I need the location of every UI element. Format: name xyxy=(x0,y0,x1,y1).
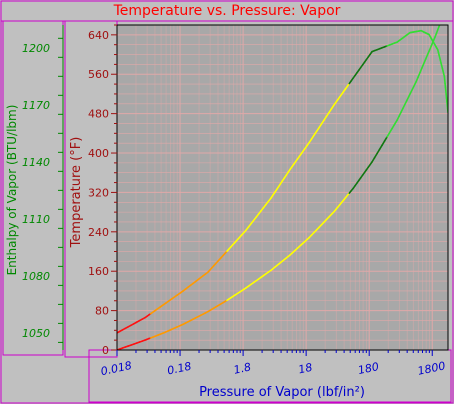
temperature-curve-segment xyxy=(378,144,383,151)
x-tick-label: 1800 xyxy=(416,359,446,378)
y2-tick-label: 1080 xyxy=(22,270,50,283)
temperature-curve-segment xyxy=(443,13,444,16)
y2-tick-label: 1110 xyxy=(22,213,50,226)
y2-axis-label: Enthalpy of Vapor (BTU/lbm) xyxy=(5,105,19,276)
enthalpy-axis: 1050 1080 1110 1140 1170 1200 xyxy=(22,25,64,350)
temperature-curve-segment xyxy=(391,123,396,130)
enthalpy-curve xyxy=(117,29,448,334)
y2-tick-label: 1200 xyxy=(22,42,50,55)
temperature-curve-segment xyxy=(444,10,445,13)
temperature-curve-segment xyxy=(419,67,423,74)
y-tick-label: 640 xyxy=(88,29,109,42)
x-axis-label: Pressure of Vapor (lbf/in²) xyxy=(199,385,365,400)
y-tick-label: 400 xyxy=(88,147,109,160)
x-tick-label: 0.18 xyxy=(166,360,193,378)
y-tick-label: 320 xyxy=(88,186,109,199)
plot-area xyxy=(117,25,448,350)
temperature-curve-segment xyxy=(447,3,448,6)
temperature-curve-segment xyxy=(383,135,388,142)
y-tick-label: 160 xyxy=(88,265,109,278)
y-tick-label: 80 xyxy=(95,305,109,318)
temperature-curve-segment xyxy=(417,71,421,78)
temperature-curve-segment xyxy=(426,49,431,56)
temperature-curve-segment xyxy=(376,148,381,155)
temperature-curve-segment xyxy=(373,152,378,159)
x-tick-label: 180 xyxy=(357,360,380,377)
y-tick-label: 240 xyxy=(88,226,109,239)
y2-tick-label: 1170 xyxy=(22,99,50,112)
y2-tick-label: 1050 xyxy=(22,327,50,340)
temperature-curve-segment xyxy=(415,76,419,83)
title-frame xyxy=(0,0,454,22)
temperature-curve-segment xyxy=(388,127,393,134)
major-grid xyxy=(116,25,448,351)
y-axis-label: Temperature (°F) xyxy=(69,137,84,249)
temperature-curve-segment xyxy=(428,44,433,52)
y-tick-label: 560 xyxy=(88,68,109,81)
temperature-curve-segment xyxy=(438,25,441,28)
temperature-curve-segment xyxy=(442,16,443,19)
temperature-curve-segment xyxy=(386,131,391,138)
temperature-curve-segment xyxy=(424,53,429,61)
x-tick-label: 1.8 xyxy=(232,360,252,376)
temperature-curve-segment xyxy=(432,36,436,43)
temperature-curve-segment xyxy=(421,62,425,69)
y2-tick-label: 1140 xyxy=(22,156,50,169)
y-tick-label: 0 xyxy=(102,344,109,357)
temperature-curve xyxy=(117,3,448,350)
chart-title: Temperature vs. Pressure: Vapor xyxy=(113,3,341,19)
temperature-axis: 0 80 160 240 320 400 480 560 640 xyxy=(88,24,117,357)
y-tick-label: 480 xyxy=(88,108,109,121)
temperature-curve-segment xyxy=(381,140,386,146)
x-tick-label: 0.018 xyxy=(100,359,134,378)
plot-border xyxy=(116,24,449,351)
temperature-curve-segment xyxy=(445,6,446,9)
temperature-curve-segment xyxy=(440,20,441,23)
x-tick-label: 18 xyxy=(297,361,313,377)
curves xyxy=(117,3,448,350)
temperature-curve-segment xyxy=(422,58,427,65)
temperature-curve-segment xyxy=(393,119,398,126)
temperature-curve-segment xyxy=(371,156,376,163)
pressure-axis: 0.018 0.18 1.8 18 180 1800 xyxy=(100,350,447,378)
